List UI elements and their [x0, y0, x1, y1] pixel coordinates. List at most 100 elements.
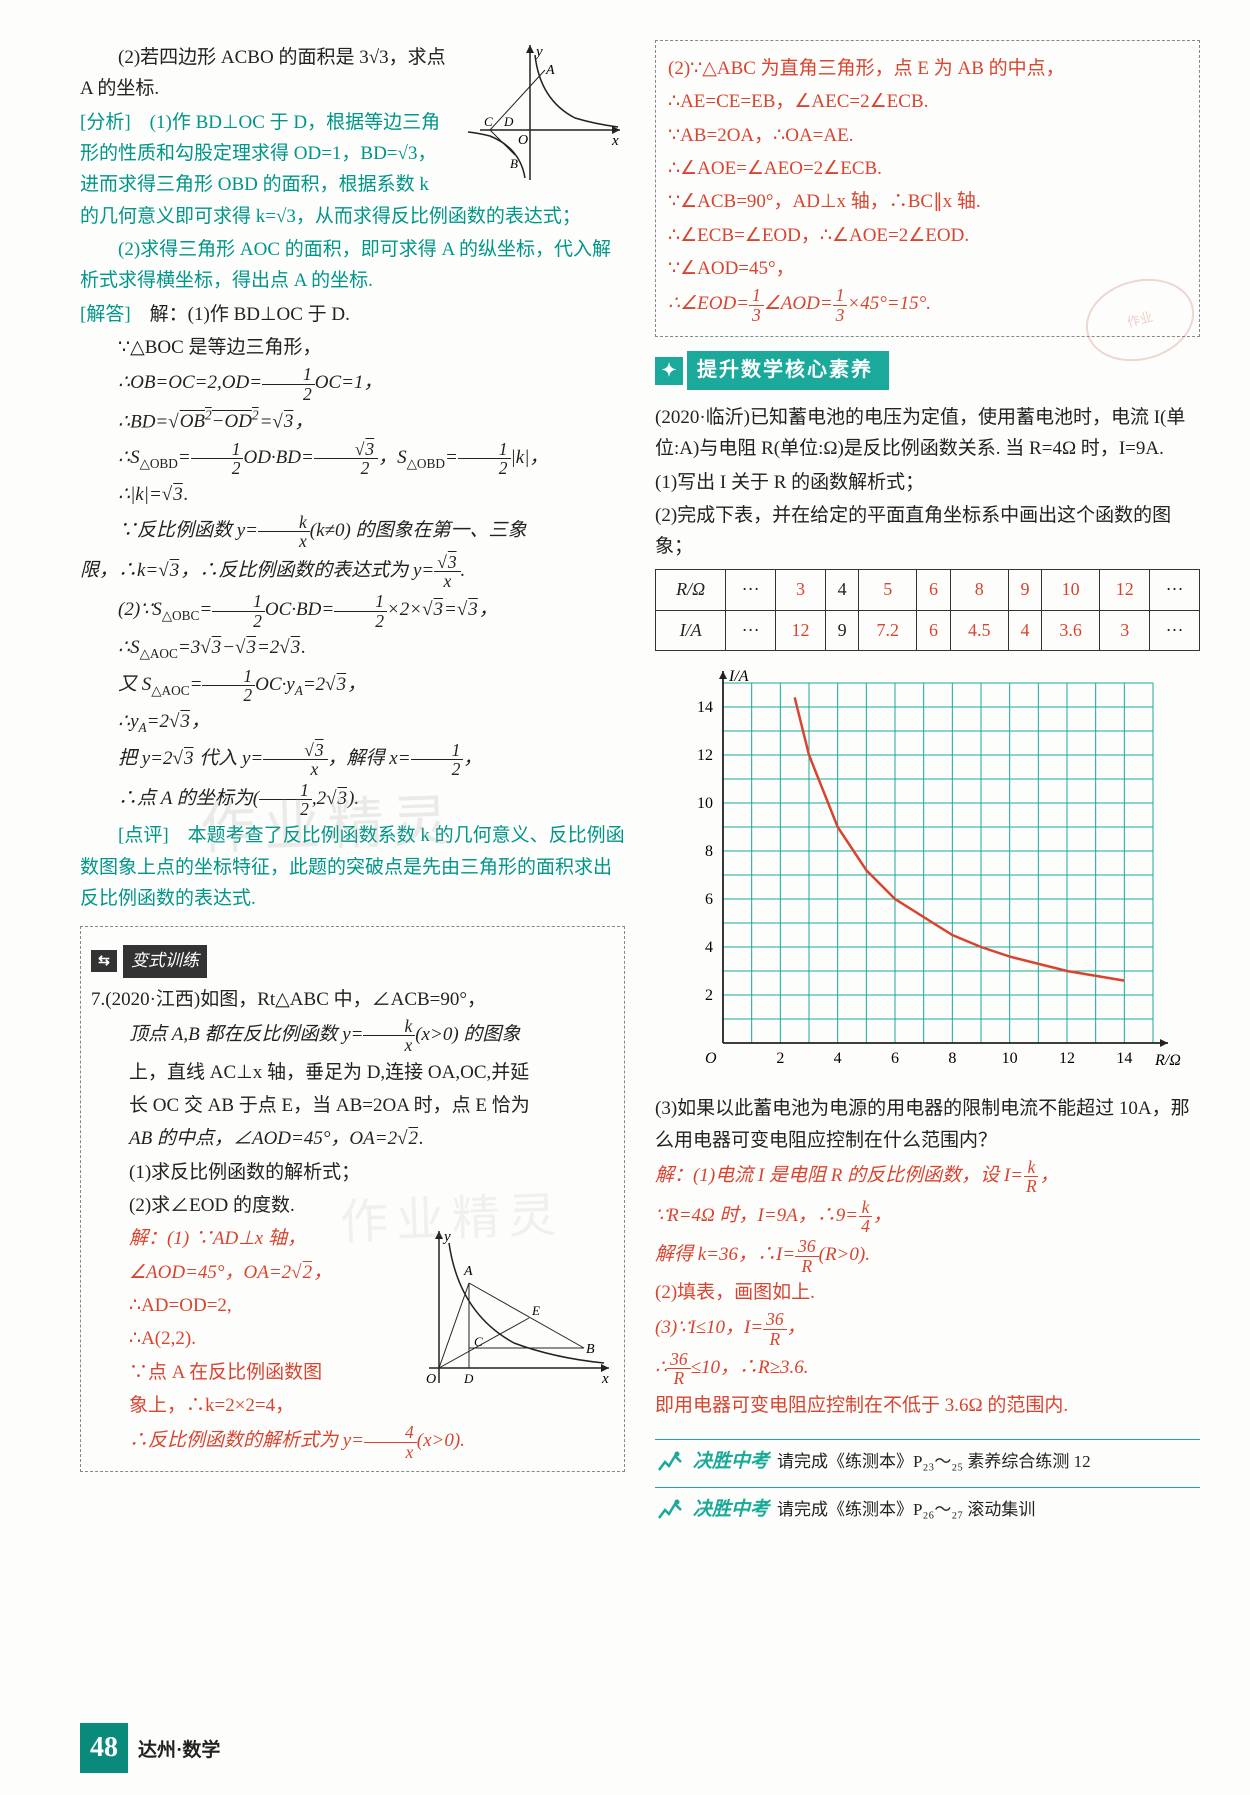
rb-3: ∴∠AOE=∠AEO=2∠ECB.	[668, 153, 1187, 184]
svg-text:6: 6	[891, 1050, 899, 1067]
sol-line-3: ∴S△OBD=12OD·BD=√32，S△OBD=12|k|，	[80, 440, 625, 478]
runner-icon	[655, 1498, 685, 1522]
banner-icon: ✦	[655, 357, 683, 385]
sol-line-2: ∴BD=√OB2−OD2=√3，	[80, 405, 625, 438]
cell: 12	[776, 610, 826, 651]
banner-text: 提升数学核心素养	[687, 351, 889, 390]
svg-text:12: 12	[1059, 1050, 1075, 1067]
q7-1: 顶点 A,B 都在反比例函数 y=kx(x>0) 的图象	[91, 1017, 614, 1055]
swap-icon: ⇆	[91, 950, 117, 972]
analysis-2: (2)求得三角形 AOC 的面积，即可求得 A 的纵坐标，代入解析式求得横坐标，…	[80, 234, 625, 297]
svg-text:10: 10	[1001, 1050, 1017, 1067]
cell: 9	[825, 610, 858, 651]
core-literacy-banner: ✦ 提升数学核心素养	[655, 351, 1200, 390]
problem-intro: (2020·临沂)已知蓄电池的电压为定值，使用蓄电池时，电流 I(单位:A)与电…	[655, 402, 1200, 465]
svg-text:A: A	[545, 63, 555, 78]
cell: ···	[726, 610, 776, 651]
exam-link-1: 决胜中考 请完成《练测本》P₂₃～₂₅ 素养综合练测 12	[655, 1439, 1200, 1481]
cell: ···	[1150, 569, 1200, 610]
svg-text:4: 4	[833, 1050, 841, 1067]
cell: 9	[1008, 569, 1041, 610]
iv-chart: 24681012142468101214OR/ΩI/A	[673, 663, 1183, 1083]
page-footer: 48 达州·数学	[80, 1723, 220, 1773]
rb-1: ∴AE=CE=EB，∠AEC=2∠ECB.	[668, 86, 1187, 117]
variant-label: 变式训练	[123, 945, 207, 977]
rb-4: ∵∠ACB=90°，AD⊥x 轴，∴BC∥x 轴.	[668, 186, 1187, 217]
svg-text:2: 2	[776, 1050, 784, 1067]
th-I: I/A	[656, 610, 726, 651]
footer-links: 决胜中考 请完成《练测本》P₂₃～₂₅ 素养综合练测 12 决胜中考 请完成《练…	[655, 1439, 1200, 1530]
rb-7: ∴∠EOD=13∠AOD=13×45°=15°.	[668, 286, 1187, 324]
th-R: R/Ω	[656, 569, 726, 610]
svg-text:6: 6	[705, 891, 713, 908]
cell: ···	[1150, 610, 1200, 651]
cell: 3	[776, 569, 826, 610]
table-row: R/Ω ··· 3 4 5 6 8 9 10 12 ···	[656, 569, 1200, 610]
sol-line-11: 把 y=2√3 代入 y=√3x，解得 x=12，	[80, 741, 625, 779]
rq2: (2)完成下表，并在给定的平面直角坐标系中画出这个函数的图象；	[655, 500, 1200, 563]
svg-text:8: 8	[948, 1050, 956, 1067]
exam-link-2: 决胜中考 请完成《练测本》P₂₆～₂₇ 滚动集训	[655, 1487, 1200, 1529]
exam-title-2: 决胜中考	[693, 1494, 769, 1525]
q7s-5: 象上，∴k=2×2=4，	[91, 1390, 614, 1421]
sol-line-6: 限，∴k=√3，∴反比例函数的表达式为 y=√3x.	[80, 553, 625, 591]
svg-text:14: 14	[697, 699, 713, 716]
exam-title-1: 决胜中考	[693, 1446, 769, 1477]
rb-5: ∴∠ECB=∠EOD，∴∠AOE=2∠EOD.	[668, 220, 1187, 251]
q7s-6: ∴反比例函数的解析式为 y=4x(x>0).	[91, 1423, 614, 1461]
rs-6: 即用电器可变电阻应控制在不低于 3.6Ω 的范围内.	[655, 1390, 1200, 1421]
review: [点评] 本题考查了反比例函数系数 k 的几何意义、反比例函数图象上点的坐标特征…	[80, 820, 625, 914]
svg-text:y: y	[442, 1229, 451, 1245]
rs-5: ∴36R≤10，∴R≥3.6.	[655, 1350, 1200, 1388]
rs-4: (3)∵I≤10，I=36R，	[655, 1310, 1200, 1348]
svg-text:O: O	[518, 133, 528, 148]
svg-text:I/A: I/A	[728, 668, 749, 685]
exam-desc-1: 请完成《练测本》P₂₃～₂₅ 素养综合练测 12	[777, 1448, 1091, 1476]
svg-text:14: 14	[1116, 1050, 1132, 1067]
cell: 4	[825, 569, 858, 610]
svg-text:O: O	[426, 1372, 436, 1387]
rs-0: 解：(1)电流 I 是电阻 R 的反比例函数，设 I=kR，	[655, 1158, 1200, 1196]
rb-2: ∵AB=2OA，∴OA=AE.	[668, 120, 1187, 151]
cell: 6	[917, 610, 950, 651]
q7-2: 上，直线 AC⊥x 轴，垂足为 D,连接 OA,OC,并延	[91, 1057, 614, 1088]
mini-graph-2: y x O A B C D E	[414, 1223, 614, 1388]
data-table: R/Ω ··· 3 4 5 6 8 9 10 12 ··· I/A ··· 12…	[655, 569, 1200, 651]
svg-text:B: B	[586, 1342, 595, 1357]
page-label: 达州·数学	[138, 1735, 220, 1766]
cell: 10	[1042, 569, 1100, 610]
svg-text:2: 2	[705, 987, 713, 1004]
cell: 7.2	[859, 610, 917, 651]
rq1: (1)写出 I 关于 R 的函数解析式；	[655, 467, 1200, 498]
rs-2: 解得 k=36，∴I=36R(R>0).	[655, 1237, 1200, 1275]
sol-line-10: ∴yA=2√3，	[80, 706, 625, 739]
sol-line-4: ∴|k|=√3.	[80, 479, 625, 510]
left-column: y x O A C D B (2)若四边形 ACBO 的面积是 3√3，求点 A…	[80, 40, 625, 1530]
cell: 5	[859, 569, 917, 610]
svg-text:D: D	[503, 114, 514, 129]
svg-text:4: 4	[705, 939, 713, 956]
q7-0: 7.(2020·江西)如图，Rt△ABC 中，∠ACB=90°，	[91, 984, 614, 1015]
svg-text:12: 12	[697, 747, 713, 764]
sol-line-5: ∵反比例函数 y=kx(k≠0) 的图象在第一、三象	[80, 513, 625, 551]
right-column: (2)∵△ABC 为直角三角形，点 E 为 AB 的中点， ∴AE=CE=EB，…	[655, 40, 1200, 1530]
rb-0: (2)∵△ABC 为直角三角形，点 E 为 AB 的中点，	[668, 53, 1187, 84]
svg-text:C: C	[474, 1334, 483, 1349]
variant-box: ⇆ 变式训练 7.(2020·江西)如图，Rt△ABC 中，∠ACB=90°， …	[80, 926, 625, 1472]
svg-text:10: 10	[697, 795, 713, 812]
q7-6: (2)求∠EOD 的度数.	[91, 1190, 614, 1221]
cell: 4	[1008, 610, 1041, 651]
sol-line-8: ∴S△AOC=3√3−√3=2√3.	[80, 632, 625, 665]
q7-3: 长 OC 交 AB 于点 E，当 AB=2OA 时，点 E 恰为	[91, 1090, 614, 1121]
rs-1: ∵R=4Ω 时，I=9A，∴9=k4，	[655, 1198, 1200, 1236]
answer-label: [解答] 解：(1)作 BD⊥OC 于 D.	[80, 299, 625, 330]
rb-6: ∵∠AOD=45°，	[668, 253, 1187, 284]
runner-icon	[655, 1450, 685, 1474]
svg-text:E: E	[531, 1303, 540, 1318]
cell: 3	[1100, 610, 1150, 651]
sol-line-1: ∴OB=OC=2,OD=12OC=1，	[80, 365, 625, 403]
cell: 4.5	[950, 610, 1008, 651]
svg-text:R/Ω: R/Ω	[1154, 1052, 1181, 1069]
rq3: (3)如果以此蓄电池为电源的用电器的限制电流不能超过 10A，那么用电器可变电阻…	[655, 1093, 1200, 1156]
table-row: I/A ··· 12 9 7.2 6 4.5 4 3.6 3 ···	[656, 610, 1200, 651]
